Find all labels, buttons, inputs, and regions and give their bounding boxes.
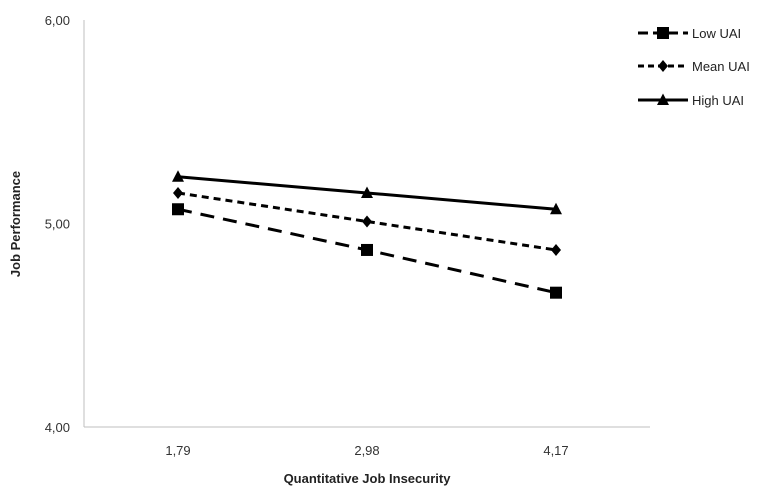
- data-point-mean-uai: [173, 186, 183, 199]
- axes: [83, 20, 650, 428]
- data-point-high-uai: [361, 186, 373, 198]
- series-mean-uai: [173, 186, 561, 256]
- legend-label: Mean UAI: [692, 59, 750, 74]
- legend-marker: [657, 93, 669, 105]
- series-line-mean-uai: [177, 191, 557, 252]
- x-axis-title: Quantitative Job Insecurity: [284, 471, 452, 486]
- legend-label: Low UAI: [692, 26, 741, 41]
- legend-item-low-uai: Low UAI: [638, 26, 741, 41]
- x-tick-label: 2,98: [354, 443, 379, 458]
- data-point-mean-uai: [362, 215, 372, 228]
- y-tick-label: 4,00: [45, 420, 70, 435]
- data-point-low-uai: [172, 203, 184, 216]
- y-tick-label: 6,00: [45, 13, 70, 28]
- y-tick-label: 5,00: [45, 217, 70, 232]
- legend-item-high-uai: High UAI: [638, 93, 744, 108]
- data-point-mean-uai: [551, 243, 561, 256]
- data-point-high-uai: [550, 202, 562, 215]
- series-low-uai: [172, 203, 562, 299]
- legend-marker: [658, 60, 668, 72]
- x-tick-label: 1,79: [165, 443, 190, 458]
- legend-marker: [657, 27, 669, 39]
- legend: Low UAI Mean UAI High UAI: [638, 26, 750, 108]
- legend-label: High UAI: [692, 93, 744, 108]
- data-point-low-uai: [550, 286, 562, 299]
- x-tick-label: 4,17: [543, 443, 568, 458]
- x-tick-labels: 1,79 2,98 4,17: [165, 443, 568, 458]
- data-point-high-uai: [172, 170, 184, 182]
- y-tick-labels: 4,00 5,00 6,00: [45, 13, 70, 435]
- series-layer: [172, 170, 562, 299]
- legend-item-mean-uai: Mean UAI: [638, 59, 750, 74]
- series-high-uai: [172, 170, 562, 215]
- y-axis-title: Job Performance: [8, 171, 23, 277]
- data-point-low-uai: [361, 243, 373, 256]
